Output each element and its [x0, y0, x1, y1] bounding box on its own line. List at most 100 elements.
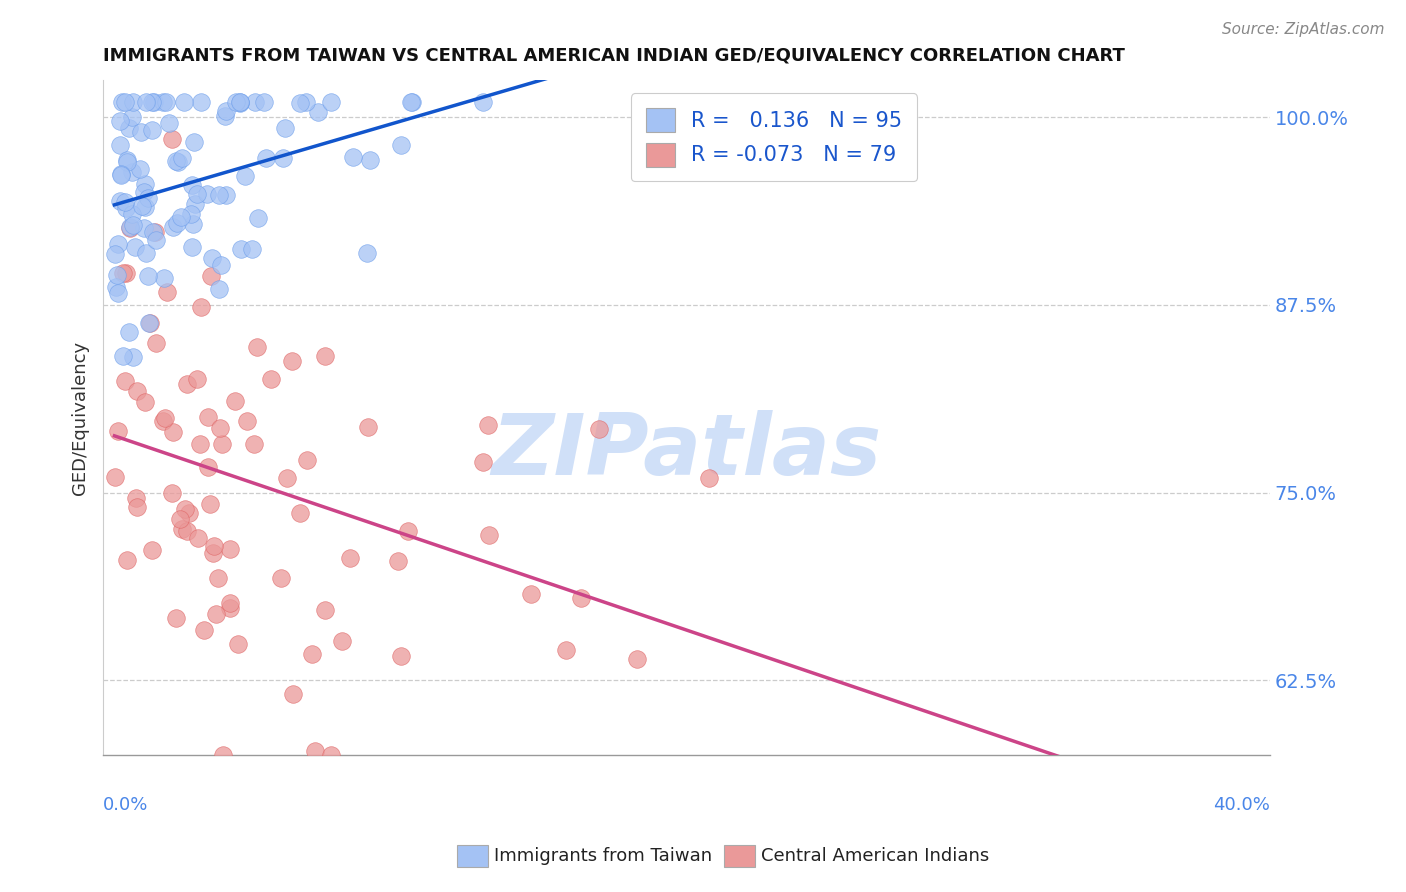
Point: [120, 220, 142, 235]
Point: [319, 95, 342, 110]
Point: [207, 571, 229, 585]
Point: [155, 95, 177, 110]
Point: [555, 642, 578, 657]
Point: [169, 512, 191, 526]
Point: [229, 96, 252, 111]
Point: [131, 199, 153, 213]
Point: [314, 349, 336, 363]
Point: [114, 374, 136, 388]
Point: [107, 425, 129, 439]
Point: [134, 178, 156, 192]
Point: [124, 239, 146, 253]
Point: [121, 111, 143, 125]
Point: [112, 349, 135, 363]
Point: [110, 169, 132, 183]
Point: [157, 116, 180, 130]
Point: [132, 220, 155, 235]
Point: [135, 245, 157, 260]
Point: [389, 138, 412, 153]
Point: [153, 411, 176, 425]
Point: [187, 531, 209, 545]
Point: [472, 455, 495, 469]
Point: [125, 491, 148, 505]
Point: [229, 95, 252, 110]
Point: [131, 124, 153, 138]
Point: [359, 153, 381, 167]
Point: [152, 95, 174, 110]
Point: [246, 339, 269, 353]
Point: [121, 206, 143, 220]
Point: [142, 225, 165, 239]
Point: [176, 377, 198, 392]
Y-axis label: GED/Equivalency: GED/Equivalency: [72, 341, 89, 494]
Point: [114, 194, 136, 209]
Point: [471, 95, 494, 110]
Point: [122, 95, 145, 110]
Point: [108, 114, 131, 128]
Point: [132, 185, 155, 199]
Text: Immigrants from Taiwan: Immigrants from Taiwan: [494, 847, 711, 865]
Point: [145, 336, 167, 351]
Point: [225, 95, 247, 110]
Point: [195, 186, 218, 201]
Point: [108, 194, 131, 209]
Point: [339, 551, 361, 566]
Point: [160, 486, 183, 500]
Point: [152, 414, 174, 428]
Point: [145, 234, 167, 248]
Point: [134, 395, 156, 409]
Point: [211, 748, 233, 763]
Point: [170, 151, 193, 165]
Point: [190, 95, 212, 110]
Point: [152, 270, 174, 285]
Point: [105, 279, 128, 293]
Point: [295, 95, 318, 110]
Point: [200, 269, 222, 284]
Point: [233, 169, 256, 183]
Point: [240, 242, 263, 256]
Point: [143, 225, 166, 239]
Point: [588, 422, 610, 436]
Point: [165, 610, 187, 624]
Point: [253, 95, 276, 110]
Point: [127, 500, 149, 514]
Point: [166, 155, 188, 169]
Point: [214, 104, 236, 119]
Point: [104, 247, 127, 261]
Point: [219, 601, 242, 615]
Point: [141, 123, 163, 137]
Text: 0.0%: 0.0%: [103, 796, 149, 814]
Point: [136, 191, 159, 205]
Point: [204, 607, 226, 622]
Text: Source: ZipAtlas.com: Source: ZipAtlas.com: [1222, 22, 1385, 37]
Point: [139, 316, 162, 330]
Point: [270, 571, 292, 585]
Point: [208, 421, 231, 435]
Point: [224, 393, 246, 408]
Point: [162, 219, 184, 234]
Point: [319, 748, 342, 763]
Point: [111, 95, 134, 110]
Point: [115, 266, 138, 280]
Point: [129, 162, 152, 177]
Point: [202, 539, 225, 553]
Point: [134, 200, 156, 214]
Point: [181, 178, 204, 193]
Point: [166, 216, 188, 230]
Point: [174, 502, 197, 516]
Point: [198, 497, 221, 511]
Text: 40.0%: 40.0%: [1213, 796, 1270, 814]
Point: [197, 460, 219, 475]
Point: [626, 652, 648, 666]
Point: [288, 506, 311, 520]
Point: [107, 285, 129, 300]
Point: [332, 634, 354, 648]
Point: [186, 187, 208, 202]
Point: [280, 354, 302, 368]
Point: [283, 687, 305, 701]
Point: [117, 154, 139, 169]
Point: [115, 553, 138, 567]
Point: [357, 419, 380, 434]
Point: [193, 623, 215, 637]
Point: [118, 221, 141, 235]
